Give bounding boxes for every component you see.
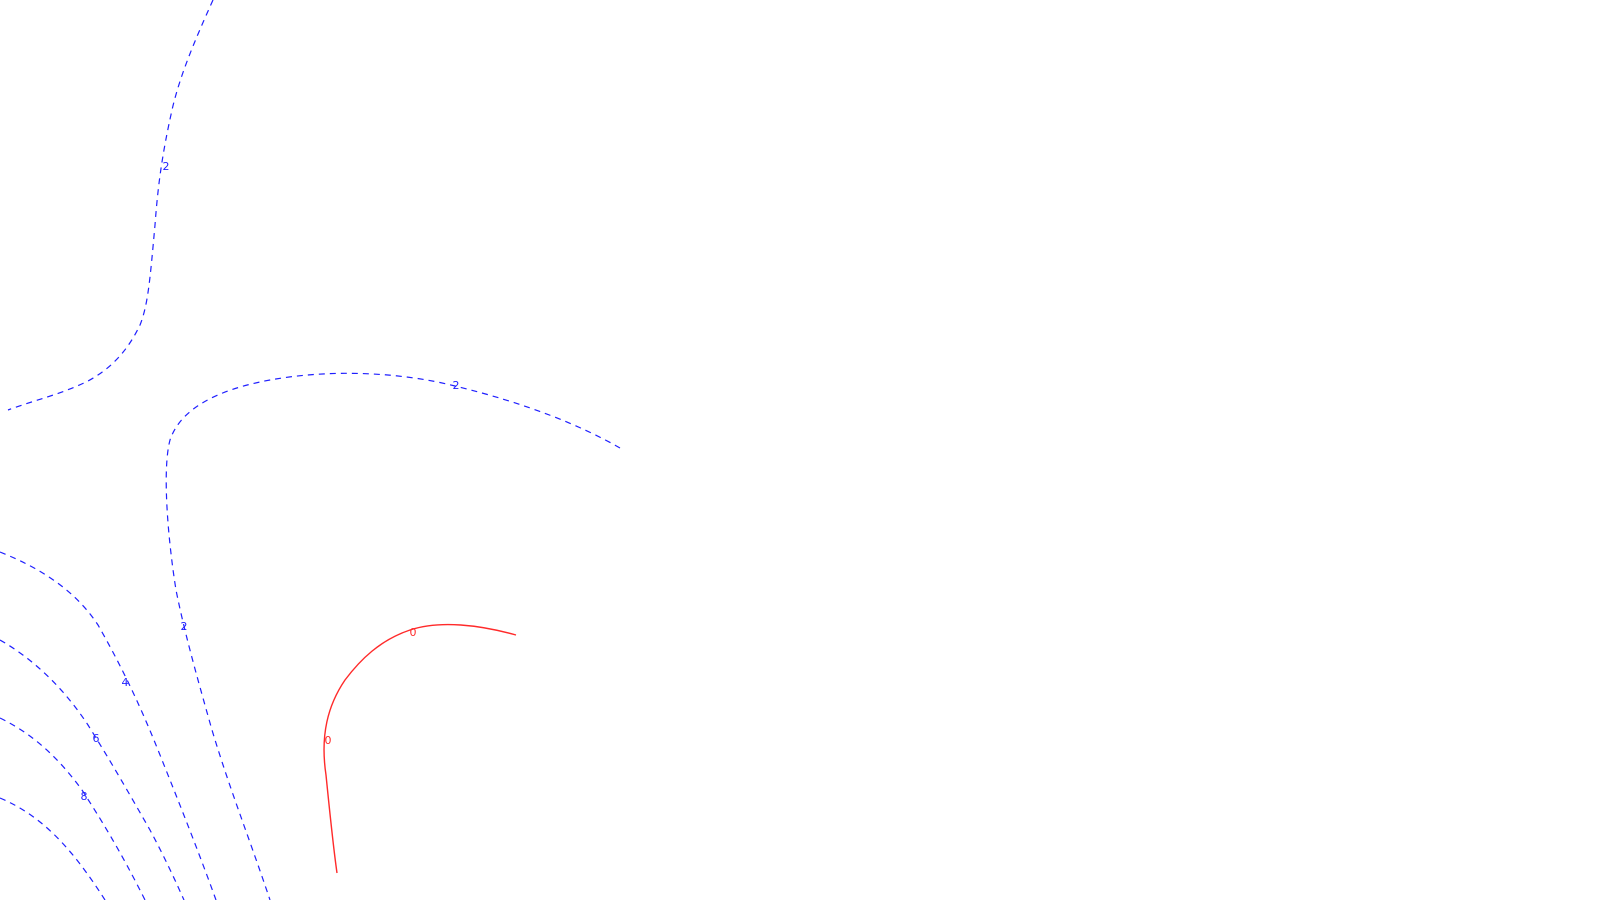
contour-label-0-top: 0	[410, 626, 417, 639]
contour-line-minus2-upper-left	[7, 0, 214, 411]
contour-line-minus4	[0, 551, 217, 900]
contour-line-minus2-arch	[165, 372, 621, 900]
contour-line-minus10	[0, 797, 106, 900]
contour-line-minus8	[0, 717, 146, 900]
contour-label-2-upper: 2	[163, 160, 170, 173]
contour-label-6: 6	[93, 732, 100, 745]
contour-line-zero	[323, 623, 517, 874]
contour-label-0-left: 0	[325, 734, 332, 747]
contour-line-minus6	[0, 639, 185, 900]
contour-label-2-arch: 2	[453, 379, 460, 392]
contour-label-2-lower: 2	[181, 620, 188, 633]
contour-label-8: 8	[81, 790, 88, 803]
contour-label-4: 4	[122, 676, 129, 689]
